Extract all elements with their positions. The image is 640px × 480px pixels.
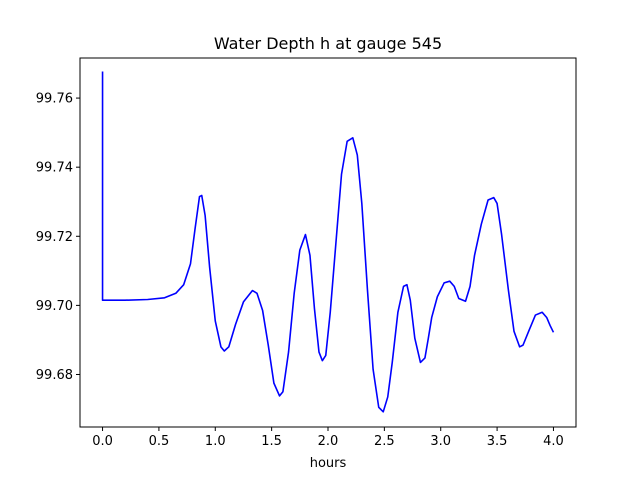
- plot-frame: [79, 57, 577, 428]
- x-tick-label: 2.0: [318, 434, 339, 449]
- x-tick-label: 0.5: [149, 434, 170, 449]
- plot-area: [79, 57, 577, 428]
- y-tick-label: 99.72: [36, 230, 73, 245]
- y-tick-label: 99.68: [36, 368, 73, 383]
- x-tick-label: 1.5: [261, 434, 282, 449]
- x-tick-label: 3.5: [487, 434, 508, 449]
- x-tick-label: 2.5: [374, 434, 395, 449]
- chart-title: Water Depth h at gauge 545: [214, 34, 442, 53]
- y-axis: 99.68 99.70 99.72 99.74 99.76: [36, 92, 80, 383]
- y-tick-label: 99.70: [36, 299, 73, 314]
- y-tick-label: 99.74: [36, 161, 73, 176]
- x-tick-label: 3.0: [430, 434, 451, 449]
- x-tick-label: 4.0: [543, 434, 564, 449]
- x-tick-label: 0.0: [92, 434, 113, 449]
- x-axis-label: hours: [310, 456, 347, 471]
- series-line-0: [101, 71, 555, 413]
- x-tick-label: 1.0: [205, 434, 226, 449]
- y-tick-label: 99.76: [36, 92, 73, 107]
- x-axis: 0.0 0.5 1.0 1.5 2.0 2.5 3.0 3.5 4.0: [92, 427, 564, 449]
